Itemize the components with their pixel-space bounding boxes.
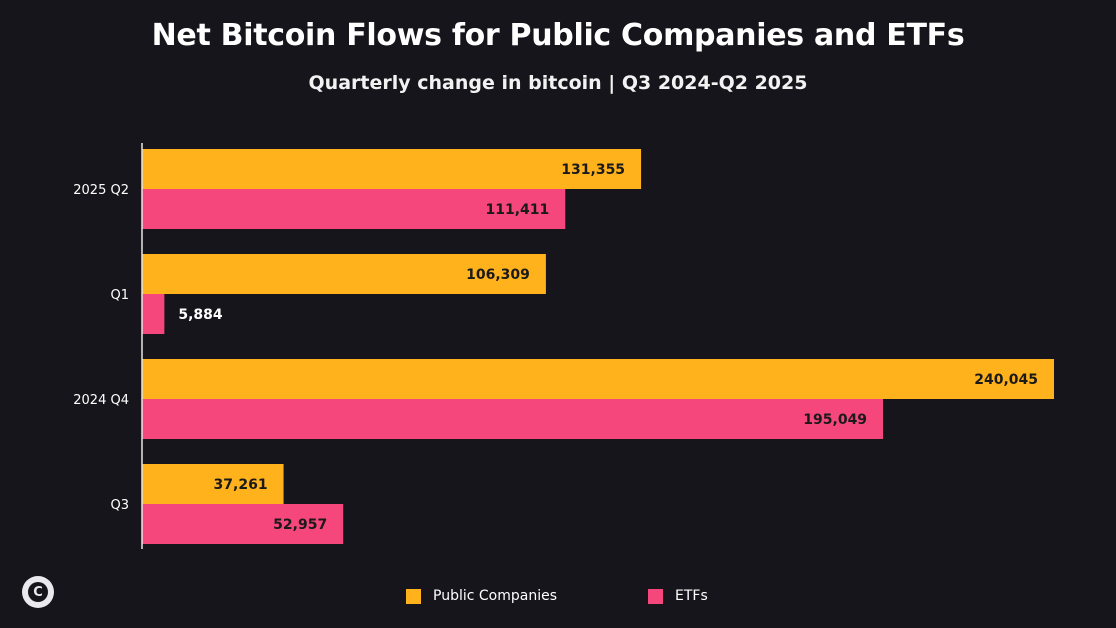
bar-etfs-2024-q4 [142,399,884,439]
data-label-public-companies-q1: 106,309 [466,267,530,283]
data-label-public-companies-2024-q4: 240,045 [974,372,1038,388]
category-label-q1: Q1 [110,288,129,303]
coindesk-logo-icon: C [22,576,54,608]
category-label-q3: Q3 [110,498,129,513]
data-label-public-companies-q3: 37,261 [214,477,268,493]
legend-item-public-companies: Public Companies [406,588,557,604]
chart-subtitle: Quarterly change in bitcoin | Q3 2024-Q2… [308,72,808,94]
bar-etfs-q1 [142,294,165,334]
bar-public-companies-q3 [142,464,284,504]
category-label-2024-q4: 2024 Q4 [73,393,129,408]
bar-public-companies-2025-q2 [142,149,642,189]
logo-glyph: C [28,582,48,602]
legend-label-etfs: ETFs [675,588,708,604]
data-label-etfs-q3: 52,957 [273,517,327,533]
legend-item-etfs: ETFs [648,588,708,604]
bar-public-companies-2024-q4 [142,359,1054,399]
data-label-public-companies-2025-q2: 131,355 [561,162,625,178]
legend: Public Companies ETFs [0,588,1116,608]
chart-title: Net Bitcoin Flows for Public Companies a… [151,18,965,53]
data-label-etfs-q1: 5,884 [178,307,223,323]
data-label-etfs-2025-q2: 111,411 [486,202,550,218]
bar-etfs-2025-q2 [142,189,566,229]
bar-etfs-q3 [142,504,344,544]
data-label-etfs-2024-q4: 195,049 [803,412,867,428]
category-label-2025-q2: 2025 Q2 [73,183,129,198]
legend-swatch-etfs [648,588,663,604]
bar-public-companies-q1 [142,254,546,294]
legend-label-public-companies: Public Companies [433,588,557,604]
legend-swatch-public-companies [406,588,421,604]
